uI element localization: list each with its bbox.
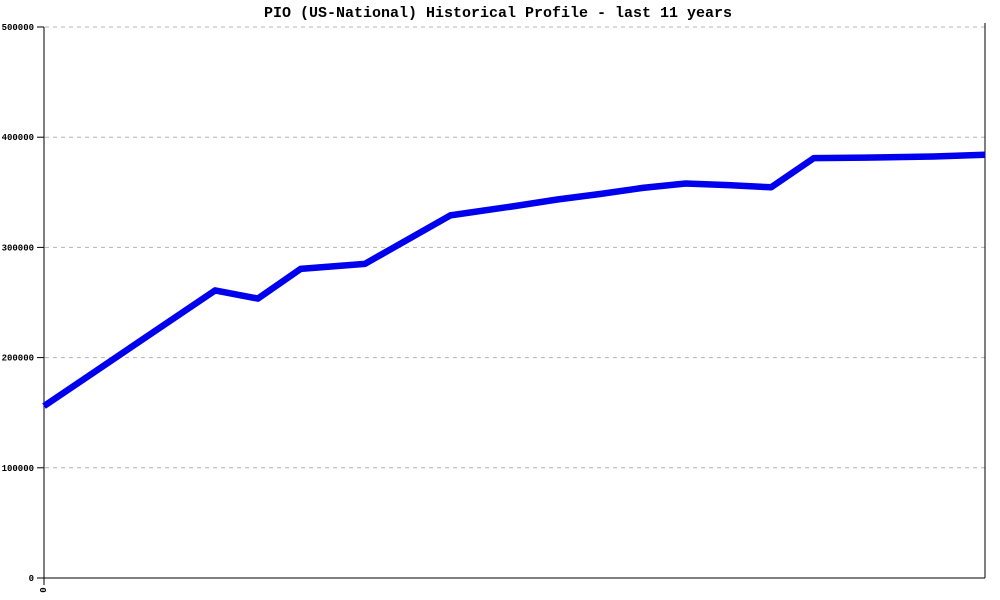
- chart-title: PIO (US-National) Historical Profile - l…: [263, 5, 733, 22]
- data-line-series: [42, 151, 986, 409]
- y-axis-tick-label: 500000: [2, 23, 34, 33]
- y-axis-tick-label: 0: [29, 574, 34, 584]
- y-axis-tick-label: 300000: [2, 243, 34, 253]
- y-axis-tick-label: 400000: [2, 133, 34, 143]
- y-axis-tick-label: 200000: [2, 354, 34, 364]
- y-axis-tick-label: 100000: [2, 464, 34, 474]
- x-axis-tick-label: 0: [39, 587, 49, 592]
